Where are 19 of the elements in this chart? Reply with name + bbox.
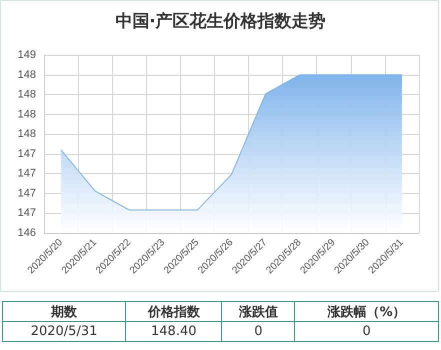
text: 0 — [294, 322, 438, 342]
text: 价格指数 — [126, 302, 222, 322]
text: 涨跌值 — [222, 302, 295, 322]
y-tick-label: 147 — [18, 168, 36, 180]
text: 148.40 — [126, 322, 222, 342]
y-tick-label: 147 — [18, 187, 36, 200]
y-tick-label: 146 — [18, 227, 36, 239]
text: 2020/5/31 — [2, 322, 126, 342]
chart-title: 中国·产区花生价格指数走势 — [115, 12, 326, 32]
text: 涨跌幅（%） — [294, 302, 438, 322]
y-tick-label: 148 — [18, 88, 36, 101]
y-tick-label: 148 — [18, 68, 36, 81]
y-tick-label: 148 — [18, 108, 36, 120]
text: 0 — [222, 322, 295, 342]
y-tick-label: 147 — [18, 148, 36, 160]
text: 期数 — [2, 302, 126, 322]
y-tick-label: 147 — [18, 207, 36, 220]
y-tick-label: 148 — [18, 128, 36, 140]
y-tick-label: 149 — [18, 49, 36, 61]
